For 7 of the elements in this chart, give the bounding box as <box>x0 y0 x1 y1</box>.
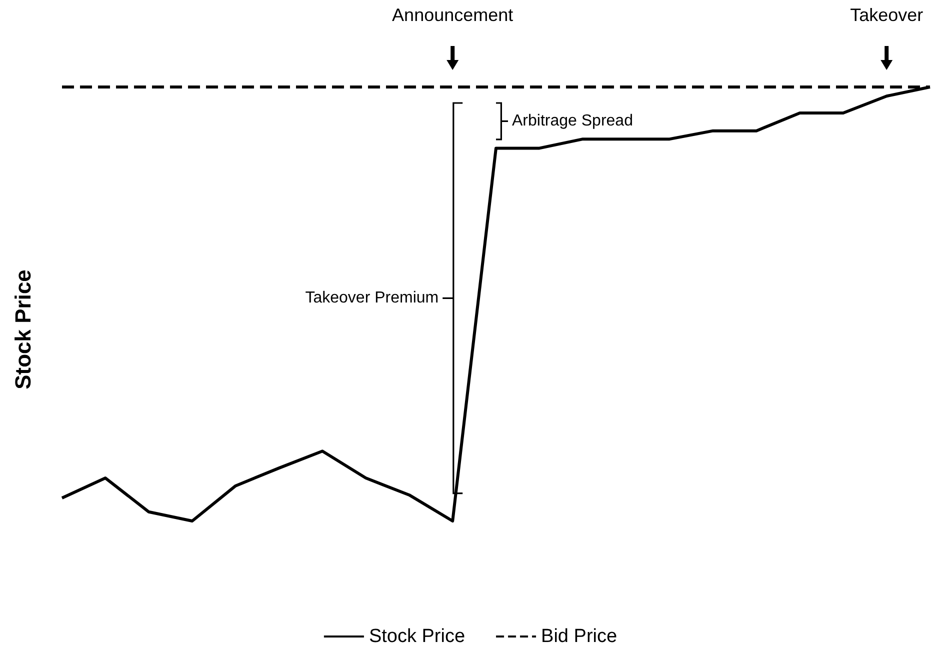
annotation: Takeover Premium <box>305 290 439 307</box>
legend-label: Stock Price <box>368 626 466 647</box>
legend-label: Bid Price <box>541 626 618 647</box>
text: Announcement <box>392 5 514 25</box>
text: Takeover <box>850 5 924 25</box>
y-axis-title: Stock Price <box>10 270 36 390</box>
annotation: Arbitrage Spread <box>512 112 633 130</box>
